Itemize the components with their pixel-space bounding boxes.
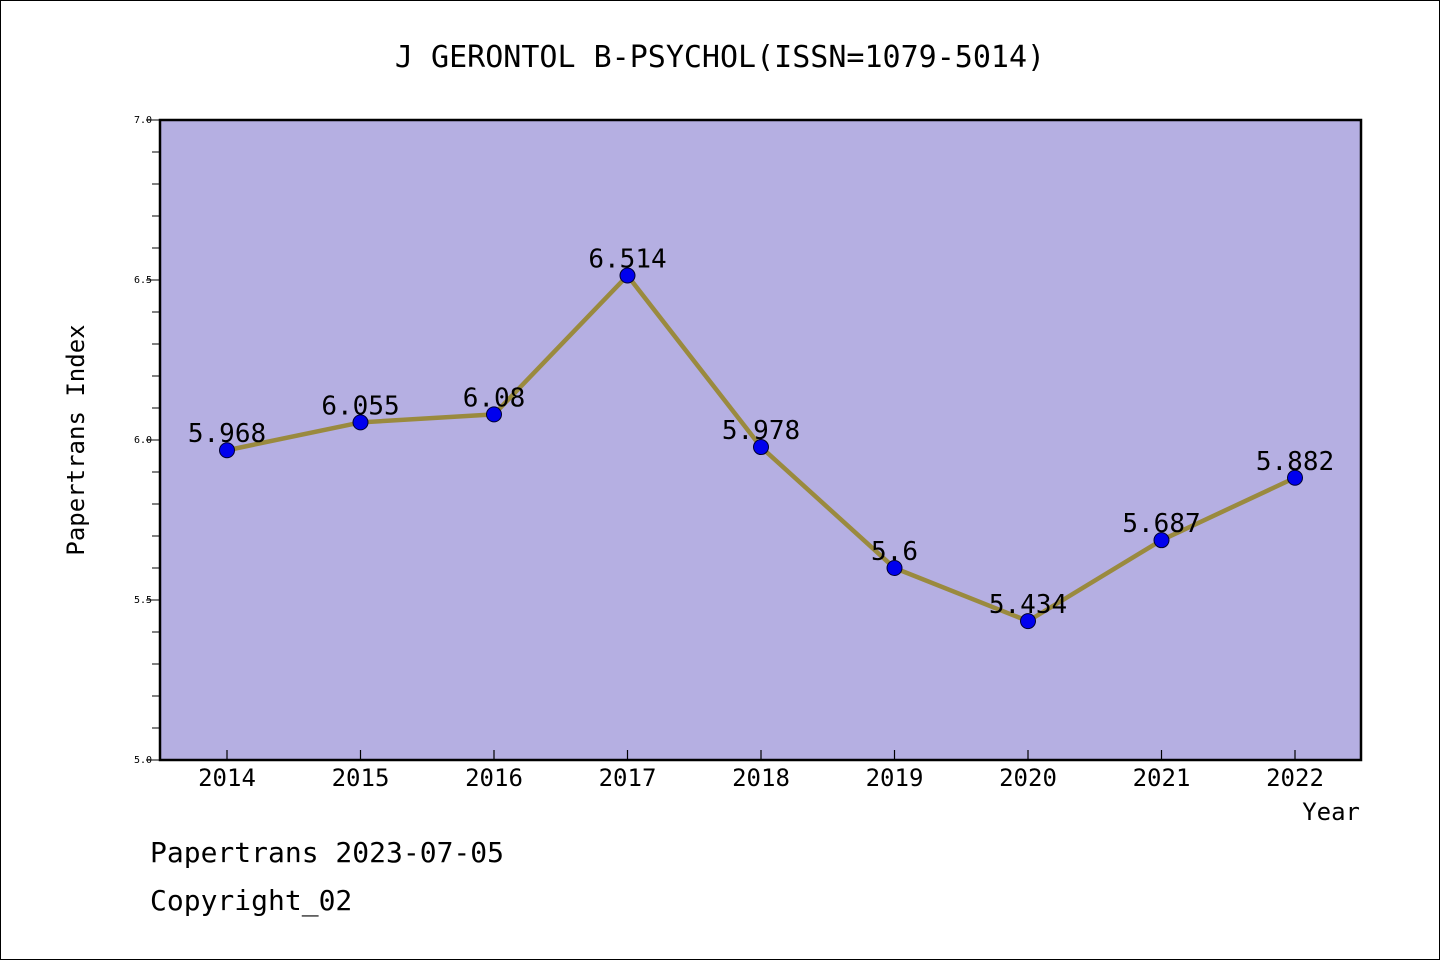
data-point [1287, 469, 1303, 486]
y-tick-label: 6.5 [134, 275, 152, 286]
y-tick-label: 5.0 [134, 755, 152, 766]
x-tick-label: 2020 [999, 764, 1057, 792]
data-point [352, 414, 369, 431]
data-label: 5.687 [1122, 509, 1200, 539]
footer-copyright: Copyright_02 [150, 884, 353, 917]
data-label: 6.514 [588, 245, 666, 275]
data-label: 5.434 [989, 590, 1067, 620]
x-tick-label: 2019 [866, 764, 924, 792]
data-point [886, 560, 903, 576]
y-tick-label: 5.5 [134, 595, 152, 606]
x-axis-title: Year [1302, 798, 1360, 826]
y-axis-title: Papertrans Index [62, 324, 90, 555]
x-axis: 2014 2015 2016 2017 2018 2019 2020 2021 2022 [198, 750, 1324, 792]
y-tick-label: 7.0 [134, 115, 152, 126]
x-tick-label: 2017 [599, 764, 657, 792]
series-markers [219, 267, 1303, 630]
x-tick-label: 2016 [465, 764, 523, 792]
chart-title: J GERONTOL B-PSYCHOL(ISSN=1079-5014) [395, 40, 1045, 75]
data-label: 6.08 [463, 383, 526, 413]
y-tick-label: 6.0 [134, 435, 152, 446]
data-point [1020, 613, 1036, 630]
x-tick-label: 2014 [198, 764, 256, 792]
data-point [219, 442, 235, 459]
footer-date: Papertrans 2023-07-05 [150, 836, 505, 869]
x-tick-label: 2015 [332, 764, 390, 792]
x-tick-label: 2022 [1266, 764, 1324, 792]
x-tick-label: 2021 [1133, 764, 1191, 792]
data-point [753, 439, 769, 456]
data-point [486, 406, 502, 423]
data-labels: 5.968 6.055 6.08 6.514 5.978 5.6 5.434 5.687 5.8… [188, 245, 1334, 621]
data-point [1153, 532, 1170, 549]
data-label: 6.055 [321, 391, 399, 421]
data-label: 5.968 [188, 419, 266, 449]
x-tick-label: 2018 [732, 764, 790, 792]
data-label: 5.882 [1256, 447, 1334, 477]
data-label: 5.6 [871, 537, 918, 567]
data-point [619, 267, 636, 284]
y-axis: 5.0 5.5 6.0 6.5 7.0 [134, 115, 160, 766]
data-label: 5.978 [722, 416, 800, 446]
